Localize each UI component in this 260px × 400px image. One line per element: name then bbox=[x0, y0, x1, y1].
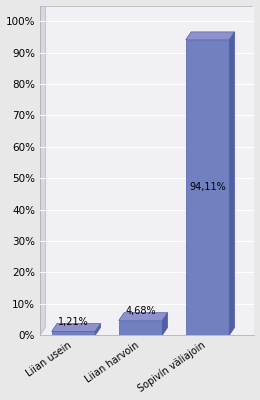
Bar bbox=[52, 332, 95, 335]
Bar bbox=[186, 40, 229, 335]
Polygon shape bbox=[119, 313, 168, 320]
Polygon shape bbox=[229, 32, 235, 335]
Polygon shape bbox=[40, 0, 45, 335]
Text: 1,21%: 1,21% bbox=[58, 317, 89, 327]
Polygon shape bbox=[95, 324, 101, 335]
Text: 94,11%: 94,11% bbox=[189, 182, 226, 192]
Polygon shape bbox=[186, 32, 235, 40]
Bar bbox=[119, 320, 162, 335]
Text: 4,68%: 4,68% bbox=[125, 306, 156, 316]
Polygon shape bbox=[162, 313, 168, 335]
Polygon shape bbox=[52, 324, 101, 332]
Polygon shape bbox=[40, 0, 252, 6]
